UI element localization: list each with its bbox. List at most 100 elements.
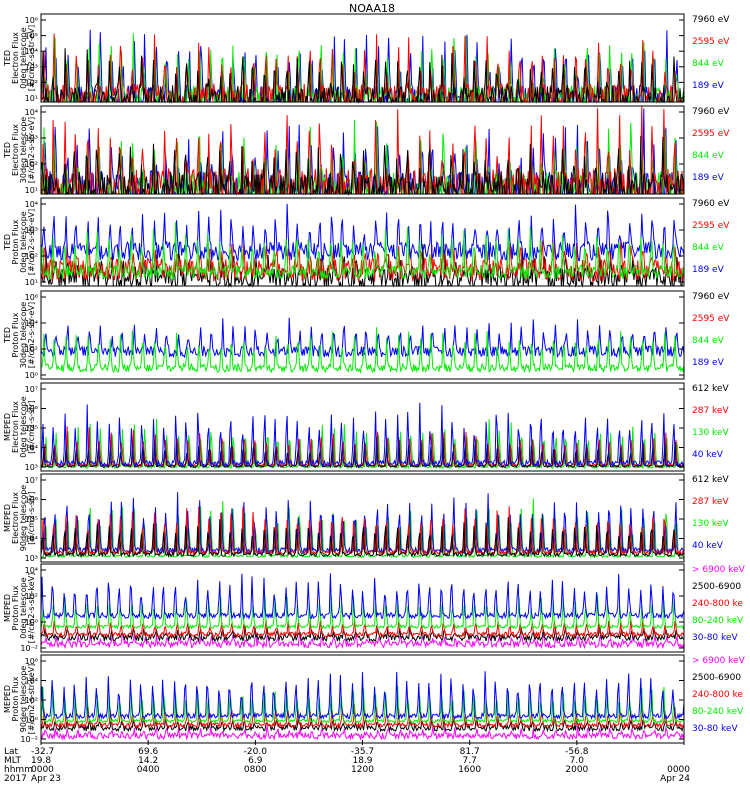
- x-tick-label: -35.7: [351, 747, 374, 757]
- y-label-line: TED: [3, 142, 12, 159]
- legend-entry: 844 eV: [692, 336, 725, 346]
- y-tick-label: 10¹: [25, 278, 38, 287]
- legend-entry: 130 keV: [692, 428, 729, 438]
- y-tick-label: 10⁶: [25, 657, 38, 666]
- legend-entry: 612 keV: [692, 384, 729, 394]
- traces: [40, 492, 685, 559]
- y-label-line: Electron Flux: [11, 492, 20, 544]
- x-tick-label: -32.7: [31, 747, 54, 757]
- y-tick-label: 10⁴: [25, 47, 38, 56]
- x-tick-label: 0800: [244, 765, 267, 775]
- panel-frame: [40, 105, 685, 195]
- y-label-line: MEPED: [3, 504, 12, 532]
- x-tick-label: 1200: [351, 765, 374, 775]
- y-tick-label: 10¹: [25, 94, 38, 103]
- series-line: [40, 517, 685, 559]
- y-tick-label: 10⁴: [25, 200, 38, 209]
- y-label-line: 0deg telescope: [19, 396, 28, 457]
- legend-entry: 40 keV: [692, 541, 724, 551]
- y-tick-label: 10⁵: [25, 515, 38, 524]
- panel-frame: [40, 563, 685, 653]
- legend-entry: 189 eV: [692, 81, 725, 91]
- traces: [40, 671, 685, 741]
- series-line: [40, 671, 685, 720]
- panel-frame: [40, 473, 685, 563]
- y-tick-label: 10⁴: [25, 108, 38, 117]
- legend-entry: 189 eV: [692, 173, 725, 183]
- x-tick-label: 7.0: [570, 756, 585, 766]
- y-axis-label: MEPED Proton Flux 90deg telescope [#/cm2-s-…: [3, 664, 36, 735]
- series-line: [40, 619, 685, 639]
- y-label-line: Electron Flux: [11, 401, 20, 453]
- series-line: [40, 573, 685, 621]
- x-tick-label: 2000: [565, 765, 588, 775]
- y-label-line: 30deg telescope: [19, 302, 28, 369]
- y-tick-label: 10²: [25, 592, 38, 601]
- x-tick-label: 1600: [458, 765, 481, 775]
- x-tick-label: 18.9: [352, 756, 372, 766]
- y-tick-label: 10⁻²: [20, 644, 38, 653]
- legend-entry: 80-240 keV: [692, 616, 744, 626]
- legend-entry: 240-800 ke: [692, 690, 743, 700]
- legend-entry: 844 eV: [692, 151, 725, 161]
- legend-entry: > 6900 keV: [692, 565, 746, 575]
- legend-entry: 80-240 keV: [692, 707, 744, 717]
- legend-entry: 2595 eV: [692, 221, 730, 231]
- y-label-line: [#/cm2-s-str]: [27, 400, 36, 453]
- y-label-line: Proton Flux: [11, 219, 20, 264]
- y-tick-label: 10⁴: [25, 677, 38, 686]
- y-tick-label: 10²: [25, 696, 38, 705]
- traces: [40, 105, 685, 196]
- traces: [40, 573, 685, 650]
- x-row-label: 2017: [4, 774, 27, 784]
- x-tick-label: Apr 24: [660, 774, 690, 784]
- legend-entry: 130 keV: [692, 519, 729, 529]
- legend-entry: 240-800 ke: [692, 599, 743, 609]
- series-line: [40, 239, 685, 282]
- y-label-line: MEPED: [3, 685, 12, 713]
- x-row-label: Lat: [4, 747, 19, 757]
- y-label-line: [#/cm2-s-str-eV]: [27, 117, 36, 183]
- y-label-line: TED: [3, 50, 12, 67]
- y-label-line: [#/cm2-s-str-keV]: [27, 664, 36, 735]
- y-label-line: TED: [3, 327, 12, 344]
- y-tick-label: 10⁰: [25, 618, 38, 627]
- legend-entry: 2595 eV: [692, 129, 730, 139]
- legend-entry: 2500-6900: [692, 673, 741, 683]
- y-axis-label: MEPED Electron Flux 0deg telescope [#/cm2-s…: [3, 396, 36, 457]
- y-label-line: [#/cm2-s-str-eV]: [27, 302, 36, 368]
- y-tick-label: 10³: [25, 226, 38, 235]
- series-line: [40, 327, 685, 374]
- panel-frame: [40, 197, 685, 287]
- x-row-label: hhmm: [4, 765, 33, 775]
- y-tick-label: 10³: [25, 63, 38, 72]
- y-label-line: [#/cm2-s-str-eV]: [27, 25, 36, 91]
- y-label-line: [#/cm2-s-str]: [27, 491, 36, 544]
- series-line: [40, 594, 685, 630]
- legend-entry: 7960 eV: [692, 107, 730, 117]
- x-tick-label: 0400: [137, 765, 160, 775]
- y-tick-label: 10⁶: [25, 293, 38, 302]
- y-tick-label: 10⁶: [25, 405, 38, 414]
- panel-frame: [40, 13, 685, 103]
- y-axis-label: TED Proton Flux 0deg telescope [#/cm2-s-str…: [3, 209, 36, 275]
- y-tick-label: 10²: [25, 78, 38, 87]
- x-tick-label: 81.7: [460, 747, 480, 757]
- series-line: [40, 402, 685, 469]
- series-line: [40, 685, 685, 725]
- y-label-line: Electron Flux: [11, 32, 20, 84]
- x-tick-label: 6.9: [248, 756, 263, 766]
- legend-entry: 2595 eV: [692, 37, 730, 47]
- y-label-line: [#/cm2-s-str-eV]: [27, 209, 36, 275]
- legend-entry: 189 eV: [692, 358, 725, 368]
- y-tick-label: 10⁷: [25, 385, 38, 394]
- x-tick-label: 0000: [667, 765, 690, 775]
- x-row-label: MLT: [4, 756, 22, 766]
- series-line: [40, 437, 685, 469]
- y-tick-label: 10⁴: [25, 566, 38, 575]
- legend-entry: 30-80 keV: [692, 633, 738, 643]
